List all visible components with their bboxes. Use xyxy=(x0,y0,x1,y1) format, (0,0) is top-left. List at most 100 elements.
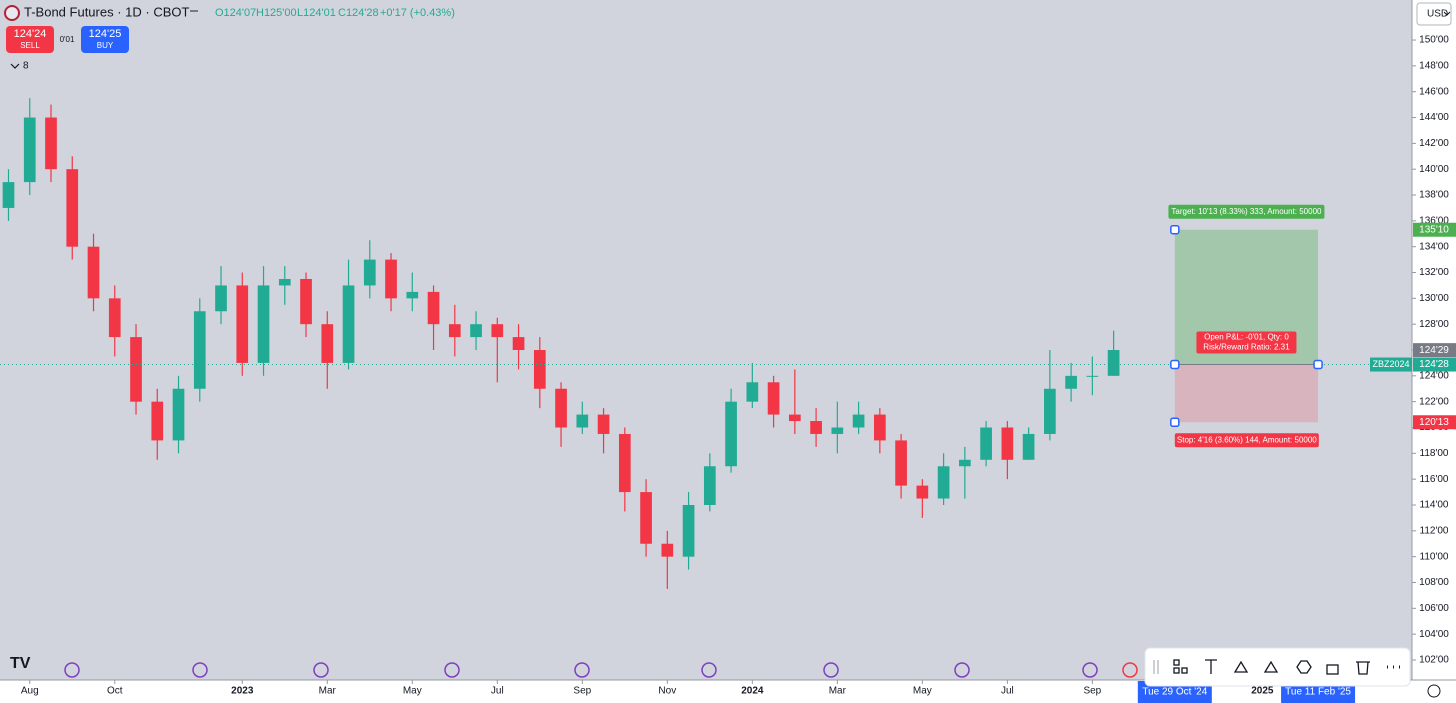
x-tick-label: Aug xyxy=(21,686,39,697)
event-marker[interactable] xyxy=(701,662,717,678)
y-tick-label: 106'00 xyxy=(1419,603,1449,614)
symbol-title[interactable]: T-Bond Futures · 1D · CBOT xyxy=(24,4,189,19)
y-tick-label: 112'00 xyxy=(1420,525,1449,536)
y-tick-label: 108'00 xyxy=(1419,577,1449,588)
y-tick-label: 136'00 xyxy=(1419,215,1449,226)
stop-label: Stop: 4'16 (3.60%) 144, Amount: 50000 xyxy=(1177,435,1317,444)
y-tick-label: 114'00 xyxy=(1420,500,1449,511)
ohlc-low: L124'01 xyxy=(297,7,336,19)
candle-body xyxy=(661,543,674,557)
y-tick-label: 116'00 xyxy=(1420,474,1449,485)
buy-button[interactable] xyxy=(81,26,129,53)
candle-body xyxy=(767,382,780,415)
sell-label: SELL xyxy=(20,41,40,50)
tool-delete[interactable] xyxy=(1356,661,1370,675)
candle-body xyxy=(45,117,57,170)
event-marker[interactable] xyxy=(313,662,329,678)
y-tick-label: 140'00 xyxy=(1419,164,1449,175)
ticker-tag: ZBZ2024 xyxy=(1372,359,1409,369)
x-tick-label: 2025 xyxy=(1251,686,1274,697)
spread: 0'01 xyxy=(60,35,75,44)
date-range-tag: Tue 11 Feb '25 xyxy=(1285,687,1351,698)
time-axis xyxy=(0,680,1456,703)
event-marker[interactable] xyxy=(954,662,970,678)
indicators-toggle[interactable] xyxy=(10,63,20,69)
pnl-label: Open P&L: -0'01, Qty: 0 xyxy=(1204,333,1289,342)
event-marker[interactable] xyxy=(1082,662,1098,678)
ticker-tag-bg xyxy=(1370,357,1412,372)
loss-zone xyxy=(1174,364,1319,423)
position-handle[interactable] xyxy=(1170,224,1180,235)
drawing-toolbar xyxy=(1144,647,1411,687)
candle-body xyxy=(980,427,992,460)
candle-body xyxy=(746,382,759,402)
candle-body xyxy=(2,182,15,208)
event-marker[interactable] xyxy=(1122,662,1138,678)
candle-body xyxy=(640,492,652,544)
stop-label-bg xyxy=(1174,433,1319,448)
collapse-icon[interactable] xyxy=(190,10,198,12)
x-tick-label: Mar xyxy=(829,686,847,697)
currency-caret xyxy=(1443,11,1451,16)
candle-body xyxy=(385,259,397,299)
y-tick-label: 144'00 xyxy=(1419,112,1449,123)
tool-templates[interactable] xyxy=(1173,659,1180,666)
x-tick-label: Sep xyxy=(1083,686,1101,697)
candle-body xyxy=(895,440,907,486)
position-handle[interactable] xyxy=(1170,359,1180,370)
candle-body xyxy=(533,350,546,389)
tool-fill-color[interactable] xyxy=(1263,660,1279,673)
currency-button[interactable] xyxy=(1416,2,1452,26)
ohlc-open: O124'07 xyxy=(215,7,256,19)
y-tick-label: 102'00 xyxy=(1419,655,1449,666)
y-tick-label: 124'00 xyxy=(1419,370,1449,381)
pnl-label-bg xyxy=(1196,331,1297,354)
candle-body xyxy=(427,291,440,325)
candle-body xyxy=(597,414,610,434)
candle-body xyxy=(491,324,504,338)
ohlc-change: +0'17 (+0.43%) xyxy=(380,7,455,19)
y-tick-label: 104'00 xyxy=(1419,629,1449,640)
toolbar-handle[interactable] xyxy=(1153,660,1159,674)
tool-lock[interactable] xyxy=(1326,664,1339,675)
event-markers xyxy=(64,662,1138,678)
event-marker[interactable] xyxy=(64,662,80,678)
sell-button[interactable] xyxy=(6,26,54,53)
last-price-tag-bg xyxy=(1413,357,1456,372)
tool-line-color[interactable] xyxy=(1233,660,1249,673)
toolbar-bg xyxy=(1144,647,1411,687)
tool-settings[interactable] xyxy=(1296,660,1312,674)
y-tick-label: 146'00 xyxy=(1419,86,1449,97)
candle-body xyxy=(1107,350,1120,376)
candle-body xyxy=(236,285,249,363)
candle-body xyxy=(810,421,822,434)
candle-body xyxy=(916,485,929,499)
ohlc-close: C124'28 xyxy=(338,7,379,19)
candle-body xyxy=(87,246,100,299)
candle-body xyxy=(618,433,631,493)
logo[interactable]: TV xyxy=(10,655,31,672)
y-tick-label: 110'00 xyxy=(1420,551,1449,562)
buy-price: 124'25 xyxy=(89,28,122,40)
event-marker[interactable] xyxy=(444,662,460,678)
candle-body xyxy=(873,414,886,441)
ratio-label: Risk/Reward Ratio: 2.31 xyxy=(1203,343,1290,352)
price-axis xyxy=(1412,0,1456,680)
candle-body xyxy=(257,285,270,363)
event-marker[interactable] xyxy=(823,662,839,678)
y-tick-label: 118'00 xyxy=(1420,448,1449,459)
event-marker[interactable] xyxy=(574,662,590,678)
position-handle[interactable] xyxy=(1170,417,1180,428)
event-marker[interactable] xyxy=(192,662,208,678)
x-tick-label: May xyxy=(913,686,932,697)
candle-body xyxy=(576,414,589,428)
settings-button[interactable] xyxy=(1427,684,1441,698)
tool-text[interactable] xyxy=(1205,659,1217,674)
position-handle[interactable] xyxy=(1313,359,1323,370)
candle-body xyxy=(66,169,79,247)
y-tick-label: 138'00 xyxy=(1419,190,1449,201)
date-range-tag: Tue 29 Oct '24 xyxy=(1142,687,1207,698)
x-tick-label: Mar xyxy=(319,686,337,697)
buy-label: BUY xyxy=(97,41,114,50)
